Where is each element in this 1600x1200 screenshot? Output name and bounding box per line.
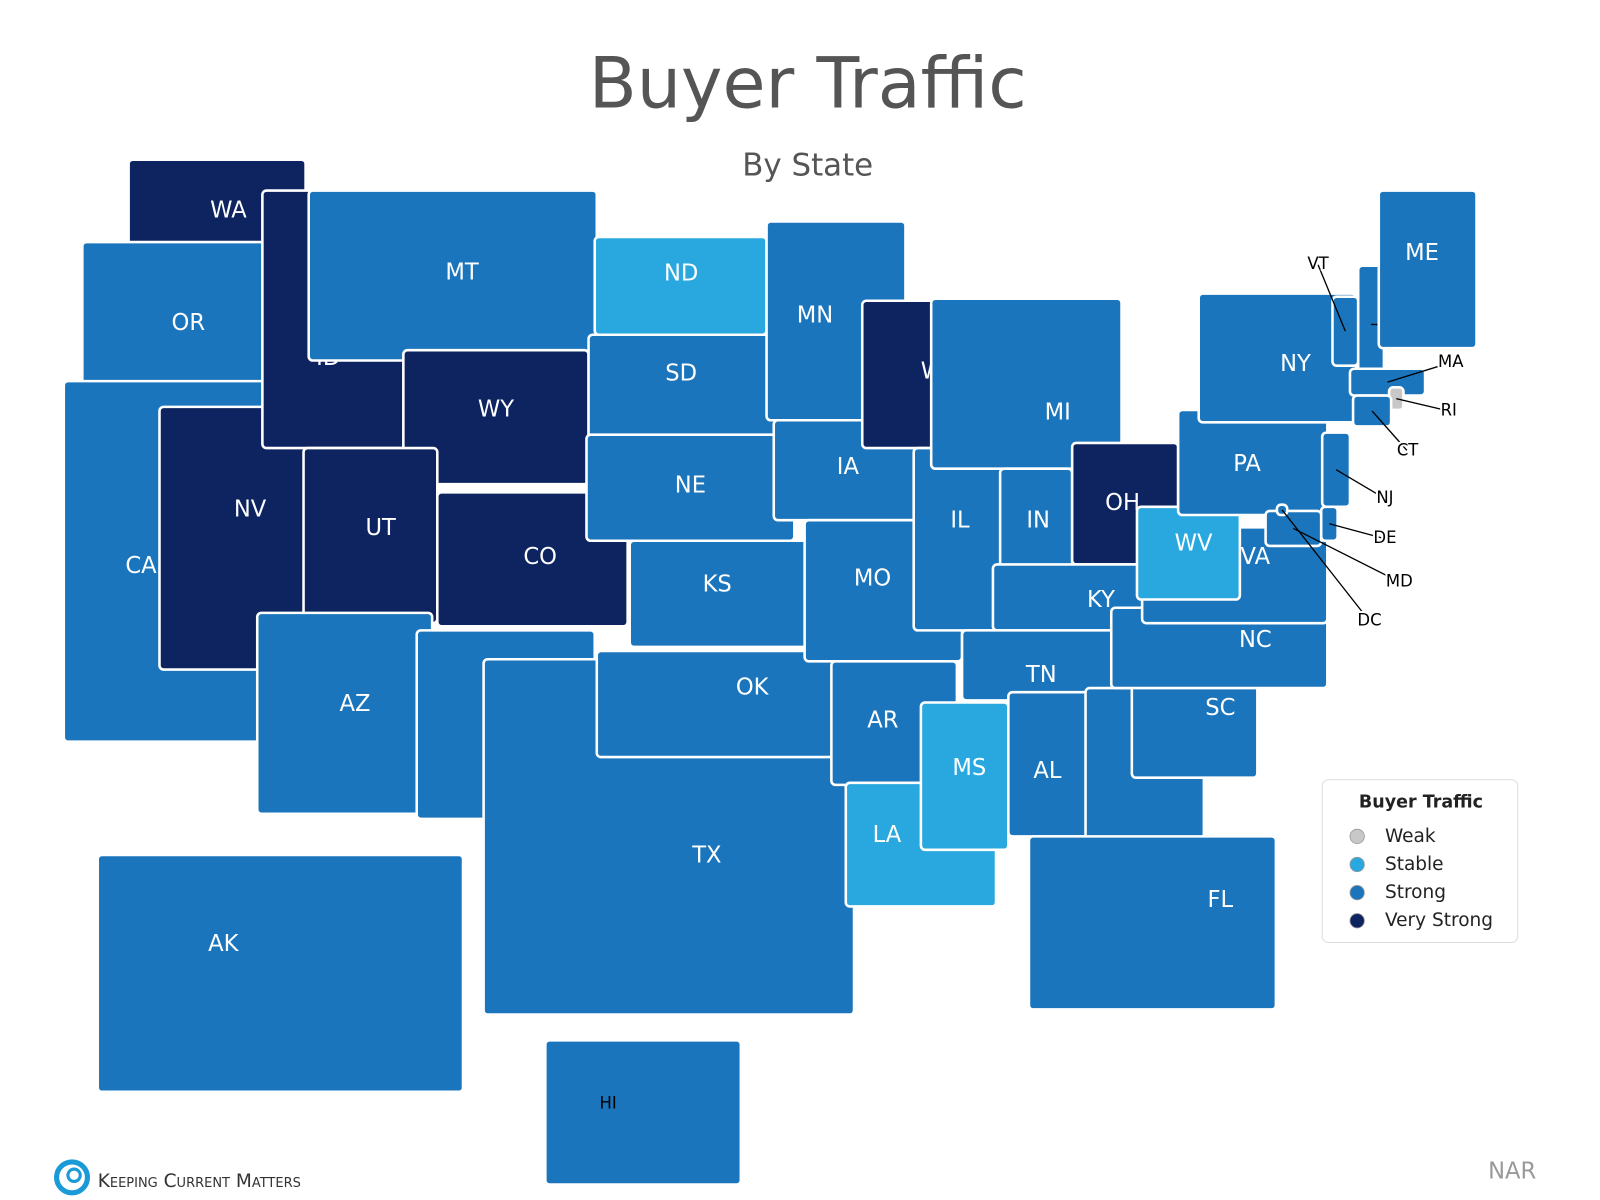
state-label: MO xyxy=(854,565,891,591)
state-label: VA xyxy=(1241,544,1271,570)
state-label: AZ xyxy=(340,691,371,717)
state-label: CA xyxy=(125,553,157,579)
leader-line xyxy=(1317,264,1346,332)
state-label: IA xyxy=(837,454,860,480)
leader-line xyxy=(1329,523,1386,540)
leader-line xyxy=(1293,527,1400,583)
source: NAR xyxy=(1488,1159,1536,1185)
brand: Keeping Current Matters xyxy=(98,1171,301,1192)
state xyxy=(436,491,629,628)
state-label: PA xyxy=(1233,451,1261,477)
state xyxy=(544,1039,743,1186)
leader-line xyxy=(1387,361,1452,383)
legend: Weak Stable Strong Very Strong xyxy=(1349,826,1493,931)
state xyxy=(1130,676,1259,779)
state-label: MT xyxy=(445,259,479,285)
legend-box xyxy=(1321,779,1519,944)
state-label: MI xyxy=(1045,400,1071,426)
state-label: RI xyxy=(1441,400,1457,419)
leader-line xyxy=(1371,410,1409,452)
state-label: TX xyxy=(691,842,721,868)
legend-swatch xyxy=(1349,913,1365,929)
state-label: NV xyxy=(234,496,267,522)
legend-swatch xyxy=(1349,856,1365,873)
state-label: IN xyxy=(1026,508,1050,534)
subtitle: By State xyxy=(742,147,873,183)
state-label: WV xyxy=(1175,530,1213,556)
state-label: AR xyxy=(867,708,898,734)
legend-label: Strong xyxy=(1385,882,1446,903)
state-label: WA xyxy=(210,198,247,224)
state-label: KY xyxy=(1087,587,1115,613)
state-label: NC xyxy=(1239,627,1272,653)
logo-icon xyxy=(54,1159,91,1196)
state-label: LA xyxy=(873,822,902,848)
state xyxy=(1377,189,1478,350)
state-label: AK xyxy=(208,931,239,957)
state xyxy=(96,853,465,1094)
state-label: WY xyxy=(478,396,514,422)
state-label: HI xyxy=(599,1094,616,1113)
state-label: MD xyxy=(1386,571,1413,590)
state xyxy=(912,446,1005,632)
legend-label: Weak xyxy=(1385,826,1436,847)
state-label: DE xyxy=(1373,528,1396,547)
state-label: DC xyxy=(1357,611,1381,630)
state-label: NY xyxy=(1280,351,1311,377)
legend-swatch xyxy=(1349,885,1365,901)
leader-line xyxy=(1335,469,1386,500)
state-label: OR xyxy=(172,310,206,336)
state-label: KS xyxy=(703,572,732,598)
leader-line xyxy=(1396,397,1449,412)
state-label: TN xyxy=(1025,662,1057,688)
state-label: NJ xyxy=(1376,488,1393,507)
logo-icon-inner xyxy=(66,1167,82,1184)
legend-label: Stable xyxy=(1385,854,1444,875)
state-label: AL xyxy=(1033,758,1061,784)
state xyxy=(1027,835,1278,1011)
state-label: FL xyxy=(1208,887,1234,913)
legend-label: Very Strong xyxy=(1385,910,1493,931)
state-label: CO xyxy=(523,544,557,570)
state xyxy=(595,649,835,759)
state-label: UT xyxy=(366,515,397,541)
legend-title: Buyer Traffic xyxy=(1359,792,1483,812)
state-label: OK xyxy=(736,675,770,701)
state-label: ME xyxy=(1405,240,1439,266)
state-label: SD xyxy=(665,360,697,386)
state-label: IL xyxy=(950,508,970,534)
leader-line xyxy=(1281,509,1371,622)
state-label: MA xyxy=(1438,352,1464,371)
state-label: MS xyxy=(952,755,986,781)
state-label: CT xyxy=(1397,441,1419,460)
legend-swatch xyxy=(1349,828,1365,845)
state-label: ND xyxy=(664,260,698,286)
state-label: OH xyxy=(1105,490,1140,516)
states: WAORCANVIDMTWYUTCOAZNMNDSDNEKSTXOKMNIAMO… xyxy=(62,158,1478,1186)
state-label: MN xyxy=(797,303,833,329)
title: Buyer Traffic xyxy=(589,43,1027,125)
state-label: SC xyxy=(1205,695,1235,721)
state-label: NE xyxy=(675,473,706,499)
state-label: VT xyxy=(1307,254,1329,273)
